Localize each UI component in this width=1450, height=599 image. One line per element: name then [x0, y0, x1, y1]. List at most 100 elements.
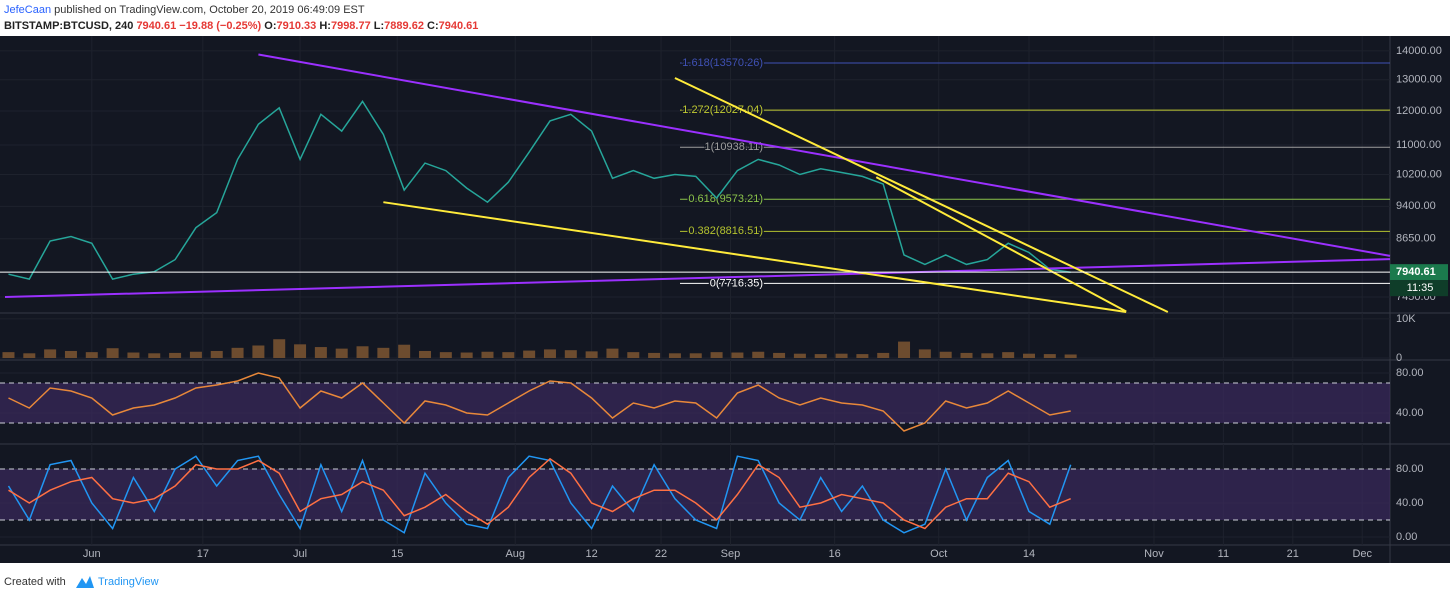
volume-bar — [252, 345, 265, 358]
x-tick-label: Nov — [1144, 548, 1164, 560]
y-tick-label: 10200.00 — [1396, 168, 1442, 180]
x-tick-label: 11 — [1218, 548, 1229, 560]
y-tick-label: 9400.00 — [1396, 200, 1436, 212]
volume-bar — [106, 348, 119, 358]
volume-bar — [2, 352, 15, 358]
volume-bar — [398, 344, 411, 358]
y-tick-label: 40.00 — [1396, 497, 1424, 509]
y-tick-label: 40.00 — [1396, 407, 1424, 419]
trend-line — [4, 258, 1391, 299]
volume-bar — [210, 350, 223, 358]
volume-bar — [648, 352, 661, 358]
x-tick-label: 14 — [1023, 548, 1035, 560]
volume-bar — [314, 347, 327, 358]
volume-bar — [606, 348, 619, 358]
volume-bar — [835, 353, 848, 358]
author[interactable]: JefeCaan — [4, 4, 51, 16]
volume-bar — [23, 353, 36, 358]
trend-line — [258, 53, 1391, 257]
series-line — [7, 455, 1072, 534]
last-price-box — [1390, 264, 1448, 281]
y-tick-label: 14000.00 — [1396, 45, 1442, 57]
series-line — [8, 100, 1071, 280]
y-tick-label: 13000.00 — [1396, 74, 1442, 86]
volume-bar — [231, 347, 244, 358]
volume-bar — [148, 353, 161, 358]
volume-bar — [127, 352, 140, 358]
brand-logo — [76, 576, 94, 588]
ohlc-key: H: — [319, 20, 331, 32]
volume-bar — [752, 351, 765, 358]
x-tick-label: Sep — [721, 548, 741, 560]
published: published on TradingView.com, October 20… — [54, 4, 365, 16]
ohlc-value: 7910.33 — [277, 20, 317, 32]
y-tick-label: 12000.00 — [1396, 105, 1442, 117]
volume-bar — [543, 349, 556, 358]
ohlc-value: 7940.61 — [439, 20, 479, 32]
x-tick-label: 22 — [655, 548, 667, 560]
x-tick-label: Aug — [505, 548, 525, 560]
volume-bar — [335, 348, 348, 358]
volume-bar — [668, 353, 681, 358]
volume-bar — [731, 352, 744, 358]
volume-bar — [710, 352, 723, 358]
volume-bar — [1043, 354, 1056, 358]
x-tick-label: Dec — [1352, 548, 1372, 560]
volume-bar — [585, 351, 598, 358]
y-tick-label: 80.00 — [1396, 367, 1424, 379]
volume-bar — [898, 341, 911, 358]
x-tick-label: Oct — [930, 548, 947, 560]
price: 7940.61 — [136, 20, 176, 32]
volume-bar — [523, 350, 536, 358]
fib-label: 0.382(8816.51) — [688, 225, 763, 237]
x-tick-label: 16 — [828, 548, 840, 560]
x-tick-label: 15 — [391, 548, 403, 560]
y-tick-label: 80.00 — [1396, 463, 1424, 475]
volume-bar — [169, 352, 182, 358]
volume-bar — [273, 339, 286, 358]
ohlc-value: 7889.62 — [384, 20, 424, 32]
volume-bar — [918, 349, 931, 358]
volume-bar — [960, 352, 973, 358]
volume-bar — [856, 354, 869, 358]
volume-bar — [814, 354, 827, 358]
footer-brand[interactable]: TradingView — [98, 576, 159, 588]
volume-bar — [939, 351, 952, 358]
volume-bar — [1022, 353, 1035, 358]
volume-bar — [481, 351, 494, 358]
volume-bar — [294, 344, 307, 358]
footer-text: Created with — [4, 576, 66, 588]
ohlc-key: L: — [374, 20, 384, 32]
trend-line — [875, 176, 1127, 313]
y-tick-label: 0 — [1396, 352, 1402, 364]
x-tick-label: Jul — [293, 548, 307, 560]
volume-bar — [1002, 352, 1015, 358]
volume-bar — [981, 353, 994, 358]
fib-label: 0.618(9573.21) — [688, 193, 763, 205]
volume-bar — [64, 350, 77, 358]
header-line: JefeCaan published on TradingView.com, O… — [4, 4, 365, 16]
countdown-label: 11:35 — [1407, 282, 1434, 294]
countdown-box — [1390, 280, 1448, 297]
trend-line — [383, 201, 1127, 313]
volume-bar — [189, 351, 202, 358]
last-price-label: 7940.61 — [1396, 266, 1436, 278]
volume-bar — [627, 352, 640, 358]
volume-bar — [877, 352, 890, 358]
symbol: BITSTAMP:BTCUSD, 240 — [4, 20, 133, 32]
volume-bar — [377, 347, 390, 358]
y-tick-label: 8650.00 — [1396, 233, 1436, 245]
band-fill — [0, 468, 1390, 520]
volume-bar — [44, 349, 57, 358]
volume-bar — [439, 352, 452, 358]
series-line — [8, 457, 1071, 530]
time-axis-bg — [0, 545, 1450, 563]
ohlc-key: O: — [264, 20, 276, 32]
x-tick-label: 21 — [1287, 548, 1299, 560]
fib-label: 1.618(13570.26) — [682, 57, 763, 69]
y-tick-label: 0.00 — [1396, 531, 1417, 543]
y-tick-label: 11000.00 — [1396, 139, 1441, 151]
x-tick-label: Jun — [83, 548, 101, 560]
